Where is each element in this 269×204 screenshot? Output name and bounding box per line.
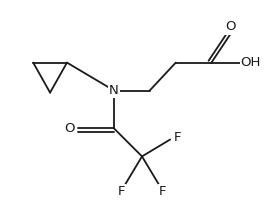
Text: F: F (174, 131, 181, 144)
Text: N: N (109, 84, 119, 97)
Text: O: O (225, 20, 235, 33)
Text: O: O (65, 122, 75, 135)
Text: F: F (118, 185, 125, 198)
Text: OH: OH (241, 56, 261, 69)
Text: F: F (159, 185, 167, 198)
